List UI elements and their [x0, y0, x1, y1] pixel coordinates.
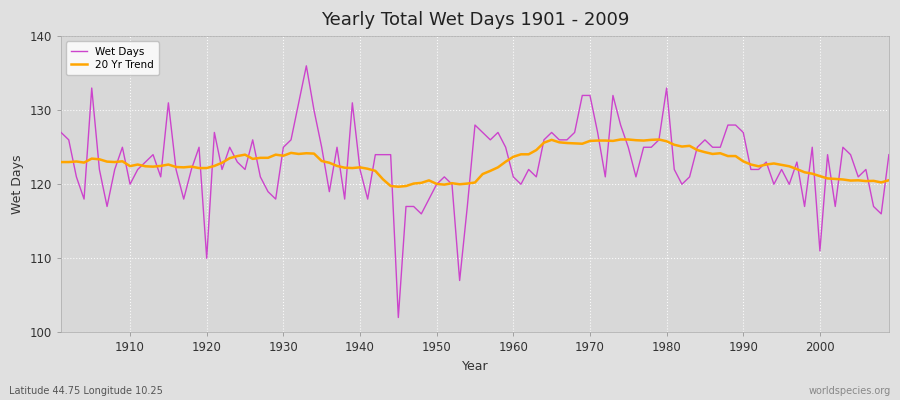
Legend: Wet Days, 20 Yr Trend: Wet Days, 20 Yr Trend: [67, 42, 159, 75]
20 Yr Trend: [608, 138, 618, 143]
Wet Days: [285, 138, 296, 142]
Text: worldspecies.org: worldspecies.org: [809, 386, 891, 396]
Wet Days: [523, 167, 534, 172]
Line: 20 Yr Trend: 20 Yr Trend: [61, 140, 889, 187]
Wet Days: [516, 182, 526, 187]
20 Yr Trend: [884, 178, 895, 183]
20 Yr Trend: [117, 159, 128, 164]
Title: Yearly Total Wet Days 1901 - 2009: Yearly Total Wet Days 1901 - 2009: [320, 11, 629, 29]
Wet Days: [56, 130, 67, 135]
Text: Latitude 44.75 Longitude 10.25: Latitude 44.75 Longitude 10.25: [9, 386, 163, 396]
Wet Days: [339, 197, 350, 202]
Wet Days: [616, 123, 626, 128]
20 Yr Trend: [516, 152, 526, 157]
X-axis label: Year: Year: [462, 360, 489, 373]
Wet Days: [117, 145, 128, 150]
Wet Days: [393, 315, 404, 320]
Line: Wet Days: Wet Days: [61, 66, 889, 318]
20 Yr Trend: [393, 184, 404, 189]
20 Yr Trend: [56, 160, 67, 164]
Wet Days: [301, 64, 311, 68]
Wet Days: [884, 152, 895, 157]
20 Yr Trend: [331, 164, 342, 168]
20 Yr Trend: [508, 154, 518, 159]
20 Yr Trend: [616, 137, 626, 142]
Y-axis label: Wet Days: Wet Days: [11, 154, 24, 214]
20 Yr Trend: [285, 150, 296, 155]
